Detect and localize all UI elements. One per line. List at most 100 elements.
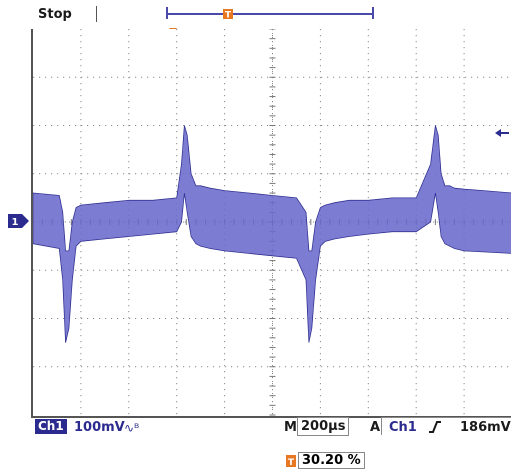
grid-dot bbox=[463, 149, 465, 151]
grid-dot bbox=[415, 329, 417, 331]
grid-dot bbox=[367, 359, 369, 361]
grid-dot bbox=[297, 76, 299, 78]
trigger-level-arrow-icon[interactable] bbox=[495, 128, 509, 138]
grid-dot bbox=[224, 287, 226, 289]
grid-dot bbox=[285, 318, 287, 319]
grid-dot bbox=[231, 318, 233, 319]
grid-dot bbox=[176, 149, 178, 151]
grid-dot bbox=[135, 269, 137, 271]
grid-dot bbox=[165, 173, 167, 175]
grid-dot bbox=[224, 59, 226, 61]
grid-dot bbox=[123, 125, 125, 126]
grid-dot bbox=[80, 143, 82, 145]
grid-dot bbox=[159, 76, 161, 78]
grid-dot bbox=[463, 125, 465, 127]
grid-dot bbox=[415, 47, 417, 49]
grid-dot bbox=[213, 366, 215, 368]
grid-dot bbox=[128, 359, 130, 361]
grid-dot bbox=[501, 366, 503, 368]
grid-dot bbox=[415, 407, 417, 409]
grid-dot bbox=[176, 317, 178, 319]
grid-dot bbox=[463, 77, 465, 79]
grid-dot bbox=[153, 173, 155, 175]
grid-dot bbox=[363, 76, 365, 78]
grid-dot bbox=[224, 149, 226, 151]
grid-dot bbox=[57, 125, 59, 126]
grid-dot bbox=[105, 366, 107, 368]
grid-dot bbox=[128, 137, 130, 139]
grid-dot bbox=[363, 318, 365, 319]
grid-dot bbox=[477, 125, 479, 126]
grid-dot bbox=[225, 366, 227, 368]
trigger-readout[interactable]: Ch1 186mV bbox=[381, 417, 511, 435]
grid-dot bbox=[225, 76, 227, 78]
bandwidth-limit-icon: ∿ᴮ bbox=[124, 421, 140, 435]
grid-dot bbox=[80, 125, 82, 127]
grid-dot bbox=[135, 125, 137, 126]
grid-dot bbox=[176, 83, 178, 85]
grid-dot bbox=[176, 173, 178, 175]
grid-dot bbox=[165, 269, 167, 271]
grid-dot bbox=[237, 366, 239, 368]
grid-dot bbox=[463, 347, 465, 349]
grid-dot bbox=[63, 76, 65, 78]
grid-dot bbox=[319, 359, 321, 361]
grid-dot bbox=[111, 125, 113, 126]
grid-dot bbox=[429, 269, 431, 271]
grid-dot bbox=[411, 173, 413, 175]
grid-dot bbox=[367, 119, 369, 121]
grid-dot bbox=[272, 95, 273, 97]
grid-dot bbox=[279, 76, 281, 78]
channel-1-ground-marker[interactable]: 1 bbox=[8, 214, 30, 228]
grid-dot bbox=[501, 173, 503, 175]
grid-dot bbox=[369, 76, 371, 78]
grid-dot bbox=[195, 269, 197, 271]
grid-dot bbox=[243, 366, 245, 368]
grid-dot bbox=[128, 77, 130, 79]
grid-dot bbox=[339, 269, 341, 271]
timebase-value[interactable]: 200µs bbox=[297, 417, 350, 436]
grid-dot bbox=[99, 125, 101, 126]
grid-dot bbox=[319, 71, 321, 73]
grid-dot bbox=[51, 269, 53, 271]
grid-dot bbox=[417, 318, 419, 319]
grid-dot bbox=[225, 125, 227, 126]
grid-dot bbox=[367, 179, 369, 181]
grid-dot bbox=[224, 173, 226, 175]
grid-dot bbox=[315, 318, 317, 319]
grid-dot bbox=[87, 125, 89, 126]
grid-dot bbox=[463, 413, 465, 415]
grid-dot bbox=[367, 413, 369, 415]
grid-dot bbox=[80, 95, 82, 97]
grid-dot bbox=[177, 269, 179, 271]
grid-dot bbox=[195, 173, 197, 175]
grid-dot bbox=[501, 269, 503, 271]
grid-dot bbox=[463, 143, 465, 145]
grid-dot bbox=[147, 269, 149, 271]
grid-dot bbox=[303, 318, 305, 319]
grid-dot bbox=[351, 125, 353, 126]
grid-dot bbox=[411, 125, 413, 126]
grid-dot bbox=[261, 173, 263, 175]
grid-dot bbox=[128, 173, 130, 175]
grid-dot bbox=[135, 366, 137, 368]
grid-dot bbox=[319, 167, 321, 169]
grid-dot bbox=[463, 257, 465, 259]
grid-dot bbox=[255, 269, 257, 271]
grid-dot bbox=[417, 76, 419, 78]
channel-badge[interactable]: Ch1 bbox=[35, 419, 67, 434]
grid-dot bbox=[297, 173, 299, 175]
grid-dot bbox=[319, 263, 321, 265]
trigger-position-percent[interactable]: 30.20 % bbox=[298, 452, 365, 469]
grid-dot bbox=[417, 269, 419, 271]
grid-dot bbox=[381, 269, 383, 271]
waveform-graticule[interactable] bbox=[31, 29, 511, 418]
grid-dot bbox=[219, 76, 221, 78]
grid-dot bbox=[415, 65, 417, 67]
grid-dot bbox=[80, 347, 82, 349]
grid-dot bbox=[176, 119, 178, 121]
grid-dot bbox=[128, 95, 130, 97]
waveform-plot bbox=[33, 29, 511, 416]
grid-dot bbox=[176, 293, 178, 295]
